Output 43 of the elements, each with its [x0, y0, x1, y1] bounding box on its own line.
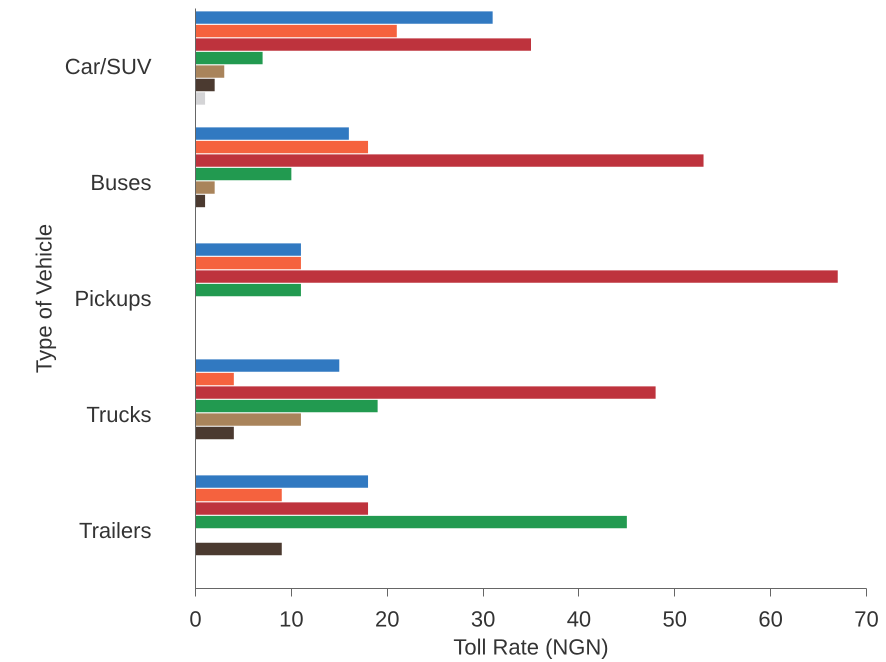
- x-tick-label: 50: [662, 606, 688, 632]
- bar: [196, 516, 627, 528]
- bar: [196, 127, 349, 140]
- bar: [196, 372, 234, 386]
- bar: [196, 284, 301, 296]
- y-tick-label: Trailers: [78, 518, 152, 543]
- bar: [196, 270, 838, 283]
- bar: [196, 92, 206, 105]
- x-tick-label: 0: [189, 606, 202, 632]
- x-tick-label: 40: [566, 606, 592, 632]
- y-tick-label: Trucks: [86, 402, 152, 427]
- bar: [196, 65, 224, 78]
- y-tick-label: Car/SUV: [64, 54, 152, 79]
- x-tick-label: 10: [279, 606, 304, 632]
- bar: [196, 488, 282, 502]
- bar: [196, 11, 493, 24]
- x-tick-label: 70: [854, 606, 879, 632]
- bar: [196, 52, 263, 64]
- bar: [196, 475, 368, 488]
- bar: [196, 78, 215, 92]
- y-axis-title: Type of Vehicle: [32, 224, 57, 374]
- bar: [196, 243, 301, 256]
- bar: [196, 38, 531, 51]
- x-tick-label: 30: [470, 606, 496, 632]
- bar: [196, 24, 397, 38]
- bar: [196, 256, 301, 270]
- bar: [196, 168, 292, 180]
- bar: [196, 386, 656, 399]
- bar: [196, 194, 206, 208]
- x-axis-title: Toll Rate (NGN): [453, 634, 609, 660]
- bar: [196, 502, 368, 515]
- bar: [196, 181, 215, 194]
- bar: [196, 542, 282, 556]
- bar: [196, 426, 234, 440]
- x-tick-label: 20: [374, 606, 400, 632]
- bar: [196, 154, 704, 167]
- bar: [196, 140, 368, 154]
- y-tick-label: Buses: [90, 170, 152, 195]
- x-tick-label: 60: [758, 606, 783, 632]
- y-tick-label: Pickups: [74, 286, 152, 311]
- bar: [196, 413, 301, 426]
- bar: [196, 400, 378, 412]
- bar: [196, 359, 340, 372]
